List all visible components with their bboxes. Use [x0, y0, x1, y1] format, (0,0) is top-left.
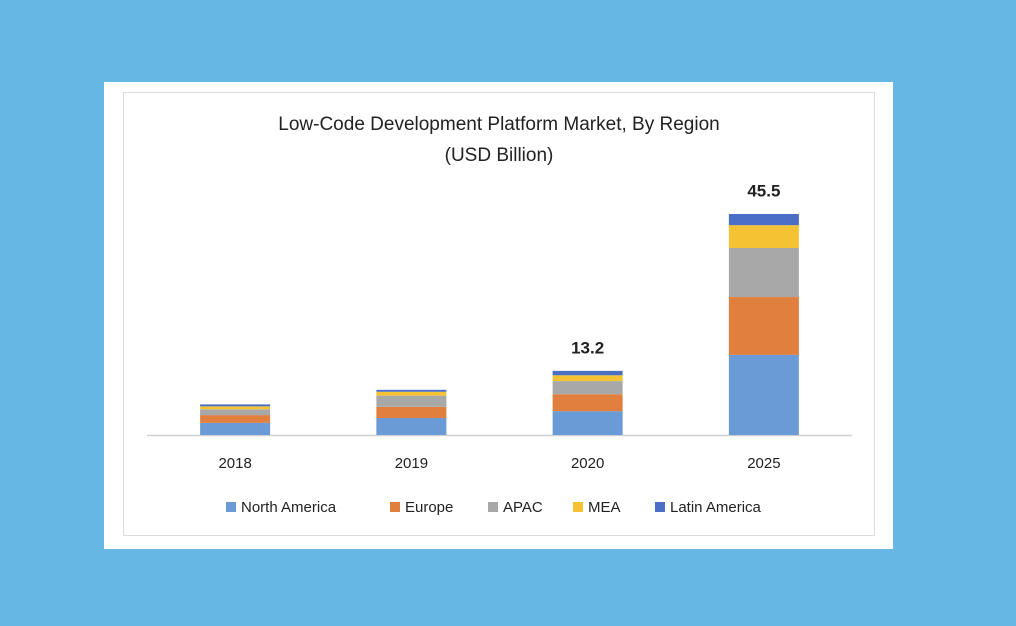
x-tick-label: 2020 — [571, 455, 604, 472]
x-tick-label: 2025 — [747, 455, 780, 472]
bar-segment — [376, 406, 447, 418]
bar-segment — [552, 381, 623, 395]
bar-segment — [376, 395, 447, 407]
x-tick-label: 2019 — [395, 455, 428, 472]
bar-segment — [552, 394, 623, 412]
total-label: 13.2 — [571, 338, 604, 357]
bar-segment — [200, 409, 271, 416]
bar-segment — [728, 297, 799, 355]
bar-segment — [376, 418, 447, 435]
legend-swatch — [573, 502, 583, 512]
legend-swatch — [226, 502, 236, 512]
bar-segment — [200, 404, 271, 407]
bar-segment — [376, 391, 447, 396]
bar-segment — [728, 225, 799, 248]
bar-segment — [728, 354, 799, 435]
chart-title: Low-Code Development Platform Market, By… — [278, 114, 719, 135]
legend-label: MEA — [588, 499, 621, 516]
chart-subtitle: (USD Billion) — [445, 145, 554, 166]
bar-segment — [728, 248, 799, 298]
legend-label: APAC — [503, 499, 543, 516]
bar-segment — [376, 389, 447, 392]
legend-label: Europe — [405, 499, 453, 516]
x-tick-label: 2018 — [218, 455, 251, 472]
chart-frame — [123, 92, 875, 536]
legend-swatch — [655, 502, 665, 512]
legend-label: Latin America — [670, 499, 762, 516]
bar-segment — [200, 422, 271, 435]
bar-segment — [552, 370, 623, 376]
legend-swatch — [390, 502, 400, 512]
total-label: 45.5 — [747, 181, 780, 200]
bar-segment — [552, 375, 623, 382]
bar-segment — [200, 406, 271, 410]
bar-segment — [200, 415, 271, 423]
legend-swatch — [488, 502, 498, 512]
bar-segment — [728, 214, 799, 226]
bar-segment — [552, 411, 623, 435]
legend-label: North America — [241, 499, 337, 516]
